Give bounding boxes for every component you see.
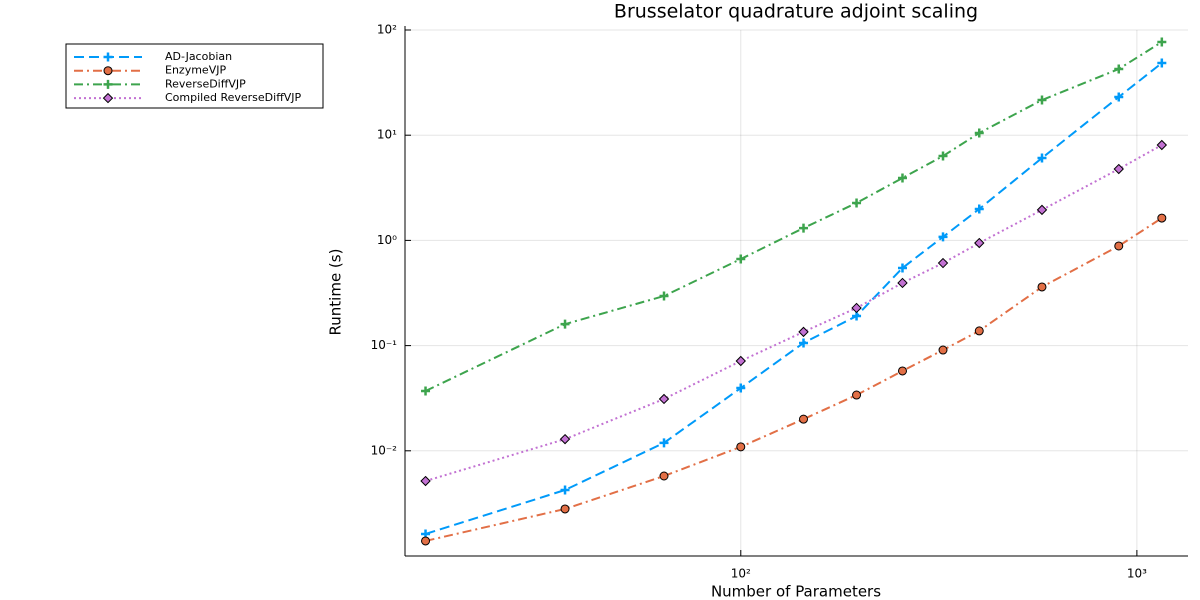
- marker: [1157, 58, 1167, 68]
- marker: [1157, 213, 1167, 223]
- marker: [421, 536, 431, 546]
- x-tick-label: 10²: [731, 567, 751, 581]
- marker: [659, 438, 669, 448]
- legend-marker: [103, 52, 113, 62]
- legend-label: Compiled ReverseDiffVJP: [165, 91, 302, 104]
- series-line: [425, 62, 1163, 535]
- marker: [798, 326, 809, 338]
- marker: [1114, 241, 1124, 251]
- marker: [974, 204, 984, 214]
- y-tick-label: 10¹: [377, 128, 397, 142]
- series-line: [425, 41, 1163, 392]
- marker: [1114, 92, 1124, 102]
- marker: [1037, 95, 1047, 105]
- x-tick-label: 10³: [1127, 567, 1147, 581]
- series-line: [425, 144, 1163, 482]
- marker: [735, 355, 746, 367]
- y-tick-label: 10²: [377, 23, 397, 37]
- marker: [974, 128, 984, 138]
- marker: [938, 345, 948, 355]
- marker: [897, 366, 907, 376]
- marker: [897, 277, 908, 289]
- marker: [897, 263, 907, 273]
- marker: [1036, 204, 1048, 216]
- marker: [1157, 37, 1167, 47]
- marker: [658, 393, 670, 405]
- marker: [974, 326, 984, 336]
- legend-marker: [102, 92, 114, 104]
- y-axis-label: Runtime (s): [327, 249, 345, 336]
- marker: [852, 198, 862, 208]
- x-axis-label: Number of Parameters: [711, 583, 881, 600]
- marker: [560, 504, 570, 514]
- marker: [938, 232, 948, 242]
- y-tick-label: 10⁻¹: [371, 338, 398, 352]
- marker: [736, 254, 746, 264]
- marker: [560, 319, 570, 329]
- y-tick-label: 10⁰: [377, 233, 397, 247]
- marker: [799, 338, 809, 348]
- marker: [799, 414, 809, 424]
- y-tick-label: 10⁻²: [371, 443, 398, 457]
- series-line: [425, 217, 1163, 542]
- marker: [1156, 139, 1168, 151]
- marker: [897, 173, 907, 183]
- marker: [560, 485, 570, 495]
- marker: [1037, 153, 1047, 163]
- marker: [736, 442, 746, 452]
- marker: [1037, 282, 1047, 292]
- legend-label: EnzymeVJP: [165, 64, 226, 77]
- marker: [851, 302, 862, 314]
- legend-label: ReverseDiffVJP: [165, 77, 246, 90]
- marker: [938, 151, 948, 161]
- legend-marker: [103, 66, 113, 76]
- marker: [559, 433, 571, 445]
- marker: [1114, 64, 1124, 74]
- marker: [1113, 163, 1124, 175]
- marker: [659, 471, 669, 481]
- legend-label: AD-Jacobian: [165, 50, 232, 63]
- marker: [974, 237, 985, 249]
- marker: [799, 223, 809, 233]
- chart-title: Brusselator quadrature adjoint scaling: [614, 1, 978, 23]
- marker: [421, 386, 431, 396]
- marker: [852, 390, 862, 400]
- marker: [420, 475, 431, 487]
- marker: [736, 383, 746, 393]
- marker: [659, 291, 669, 301]
- legend-marker: [103, 79, 113, 89]
- marker: [937, 257, 949, 269]
